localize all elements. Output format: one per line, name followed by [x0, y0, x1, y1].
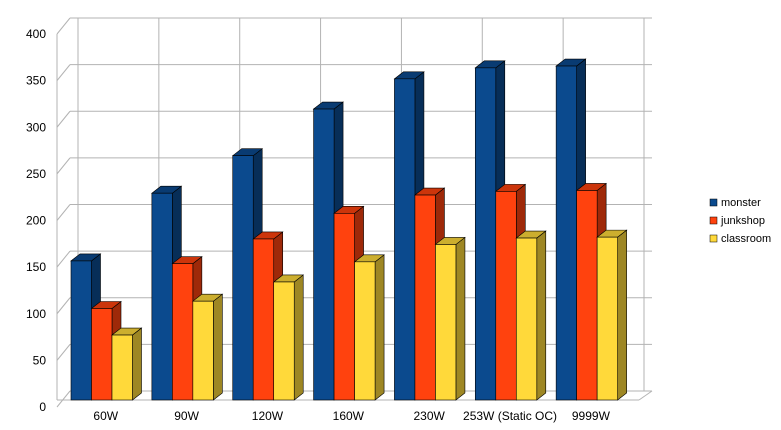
bar-monster-120W — [232, 155, 254, 401]
legend-swatch-junkshop — [709, 216, 718, 225]
gridline-side — [56, 110, 71, 128]
gridline-side — [56, 204, 71, 221]
y-tick-label: 150 — [26, 260, 46, 274]
y-tick-label: 0 — [39, 400, 46, 414]
gridline-side — [56, 390, 71, 408]
bar-classroom-9999W — [596, 236, 618, 401]
floor-edge — [638, 390, 653, 401]
bar-junkshop-230W — [414, 194, 436, 401]
bar-junkshop-60W — [91, 308, 113, 401]
gridline-side — [56, 64, 71, 81]
bar-junkshop-9999W — [576, 190, 598, 401]
bar-side — [455, 236, 466, 401]
x-tick-label: 9999W — [572, 409, 611, 423]
bar-monster-253W (Static OC) — [474, 67, 497, 401]
bar-monster-9999W — [555, 65, 577, 401]
legend-swatch-classroom — [709, 234, 718, 243]
y-tick-label: 50 — [33, 353, 47, 367]
bar-monster-60W — [70, 260, 92, 401]
y-tick-label: 200 — [26, 214, 46, 228]
x-tick-label: 120W — [252, 409, 284, 423]
bar-monster-160W — [313, 108, 335, 401]
bar-side — [374, 254, 385, 401]
x-tick-label: 60W — [93, 409, 118, 423]
bar-junkshop-120W — [252, 238, 275, 401]
bar-side — [617, 229, 627, 401]
bar-classroom-230W — [435, 244, 457, 401]
x-tick-label: 253W (Static OC) — [463, 409, 557, 423]
y-tick-label: 350 — [26, 74, 46, 88]
y-tick-labels: 0 50 100 150 200 250 300 350 400 — [26, 27, 46, 414]
y-tick-label: 100 — [26, 307, 46, 321]
gridline-side — [56, 344, 71, 361]
bar-side — [213, 293, 223, 401]
legend-label-junkshop: junkshop — [720, 215, 765, 227]
y-tick-label: 250 — [26, 167, 46, 181]
bar-classroom-120W — [273, 281, 295, 401]
bar-classroom-253W (Static OC) — [515, 237, 538, 401]
gridline-side — [56, 250, 71, 268]
legend-label-monster: monster — [721, 197, 761, 209]
x-tick-label: 230W — [413, 409, 445, 423]
y-tick-label: 300 — [26, 120, 46, 134]
bar-junkshop-90W — [172, 263, 194, 401]
bar-side — [293, 274, 304, 401]
bar-monster-90W — [151, 192, 173, 401]
x-tick-labels: 60W 90W 120W 160W 230W 253W (Static OC) 9999W — [93, 409, 610, 423]
y-tick-label: 400 — [26, 27, 46, 41]
bar-classroom-90W — [192, 300, 214, 401]
bars — [70, 58, 628, 401]
bar-classroom-60W — [111, 334, 133, 401]
legend: monster junkshop classroom — [709, 197, 771, 245]
bar-classroom-160W — [354, 261, 376, 401]
bar-side — [132, 327, 142, 401]
bar-monster-230W — [394, 78, 416, 401]
bar-junkshop-253W (Static OC) — [495, 191, 517, 401]
bar-side — [536, 230, 547, 401]
gridline-side — [56, 17, 71, 35]
gridline-side — [56, 297, 71, 315]
legend-swatch-monster — [709, 198, 718, 207]
legend-label-classroom: classroom — [721, 233, 771, 245]
x-tick-label: 160W — [333, 409, 365, 423]
x-tick-label: 90W — [174, 409, 199, 423]
gridline-side — [56, 157, 71, 175]
bar-junkshop-160W — [333, 213, 355, 401]
